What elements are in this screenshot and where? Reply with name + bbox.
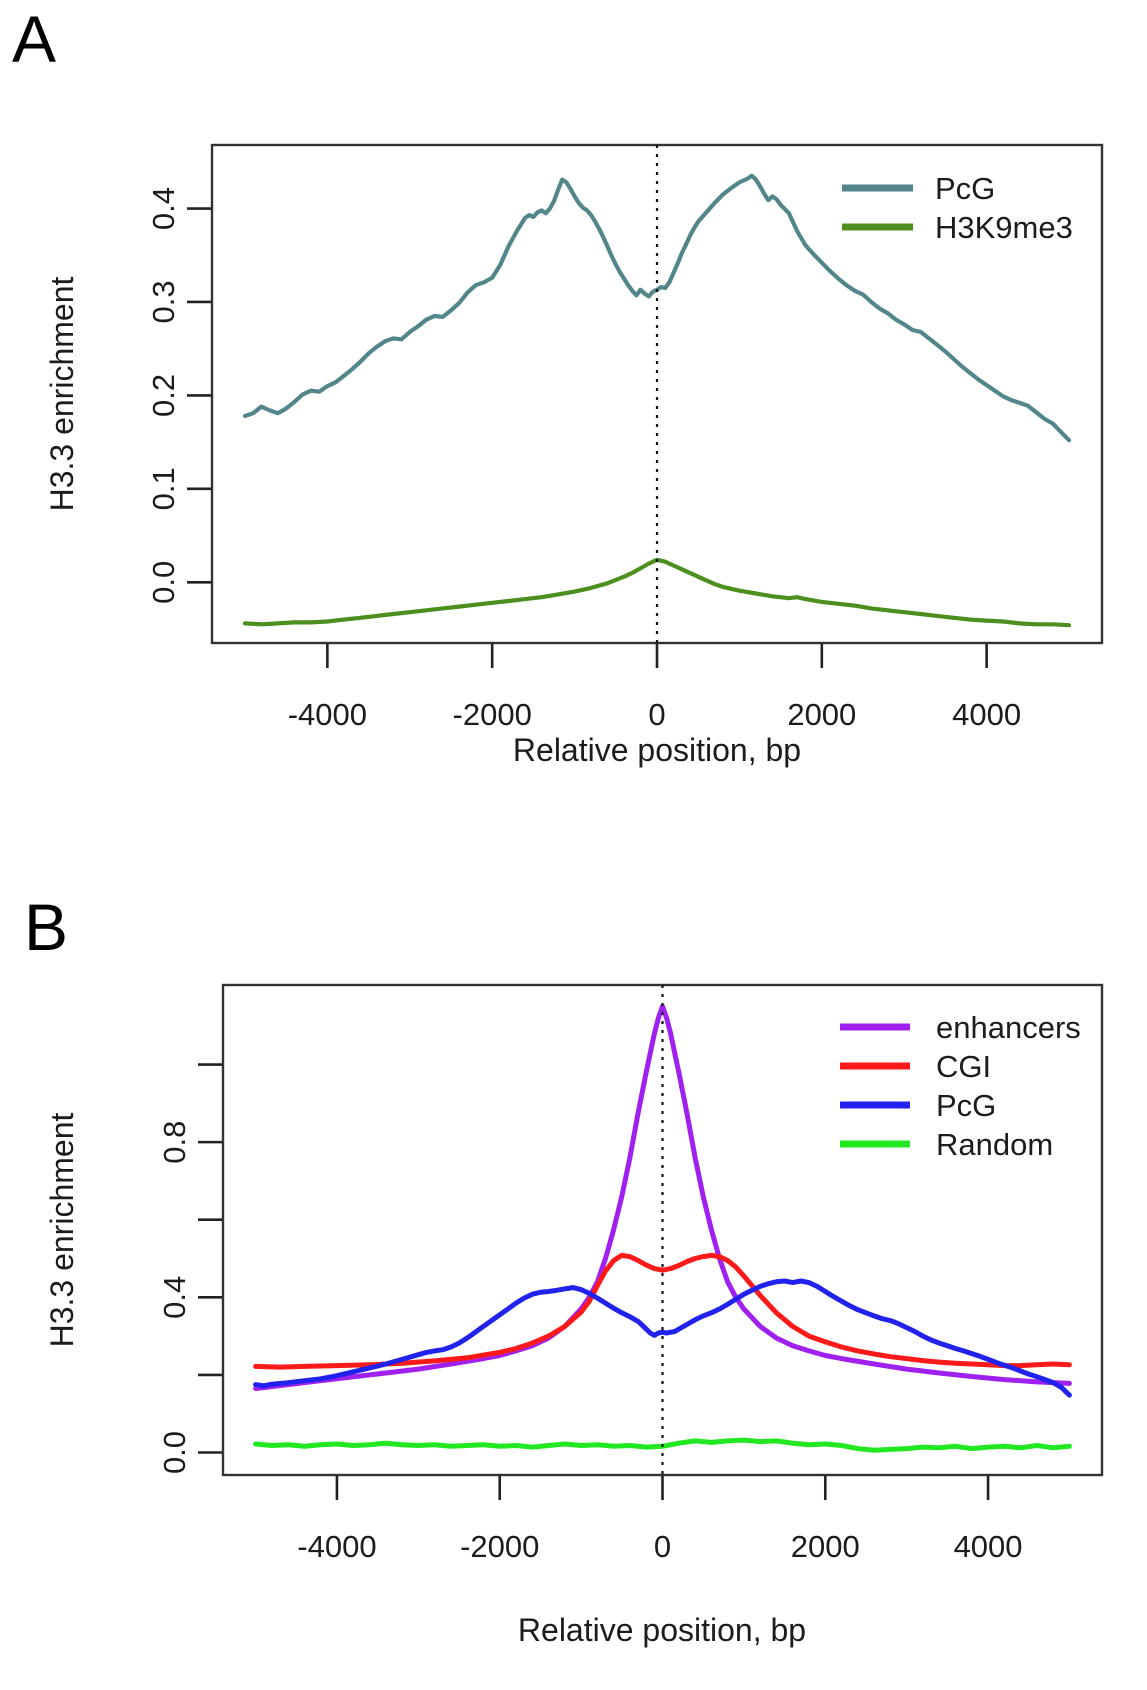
panel-a-y-tick-label: 0.4 <box>146 187 181 230</box>
panel-b-series-enhancers <box>253 1003 1072 1391</box>
panel-b-letter: B <box>24 890 69 964</box>
panel-a-series-H3K9me3 <box>242 557 1072 628</box>
panel-b-x-tick-label: 2000 <box>791 1529 860 1564</box>
panel-a-y-tick-label: 0.0 <box>146 561 181 604</box>
panel-b-series-PcG <box>253 1278 1072 1398</box>
panel-a-x-tick-label: -4000 <box>288 697 367 732</box>
panel-a-y-tick-label: 0.3 <box>146 280 181 323</box>
panel-b-series-CGI <box>253 1252 1072 1370</box>
panel-a-series-PcG <box>242 173 1072 443</box>
panel-b-y-tick-label: 0.4 <box>157 1276 192 1319</box>
panel-b-y-tick-label: 0.8 <box>157 1121 192 1164</box>
panel-b-legend-label-enhancers: enhancers <box>936 1010 1081 1045</box>
panel-a-y-tick-label: 0.1 <box>146 467 181 510</box>
panel-a-x-tick-label: 0 <box>648 697 665 732</box>
panel-b-legend-label-Random: Random <box>936 1127 1053 1162</box>
panel-b-x-axis-title: Relative position, bp <box>517 1612 807 1648</box>
panel-a-y-axis-title: H3.3 enrichment <box>44 276 80 512</box>
panel-b-x-tick-label: -2000 <box>460 1529 539 1564</box>
panel-a: -4000 -2000 0 2000 4000 0.0 0.1 0.2 0.3 0.4 PcG H3K… <box>146 143 1104 732</box>
panel-b-legend-label-PcG: PcG <box>936 1088 996 1123</box>
panel-a-letter: A <box>12 2 57 76</box>
panel-b-y-axis-title: H3.3 enrichment <box>44 1112 80 1348</box>
panel-b-legend-label-CGI: CGI <box>936 1049 991 1084</box>
panel-a-x-tick-label: 2000 <box>787 697 856 732</box>
panel-b-x-tick-label: 4000 <box>954 1529 1023 1564</box>
panel-a-x-axis-title: Relative position, bp <box>512 732 802 768</box>
panel-b: -4000 -2000 0 2000 4000 0.0 0.4 0.8 enhancers CGI… <box>157 983 1104 1564</box>
panel-a-y-tick-label: 0.2 <box>146 374 181 417</box>
panel-a-x-tick-label: -2000 <box>453 697 532 732</box>
panel-a-x-tick-label: 4000 <box>952 697 1021 732</box>
panel-b-y-tick-label: 0.0 <box>157 1431 192 1474</box>
panel-a-legend-label-H3K9me3: H3K9me3 <box>935 210 1073 245</box>
panel-b-x-tick-label: 0 <box>654 1529 671 1564</box>
panel-b-x-tick-label: -4000 <box>297 1529 376 1564</box>
panel-a-legend-label-PcG: PcG <box>935 171 995 206</box>
